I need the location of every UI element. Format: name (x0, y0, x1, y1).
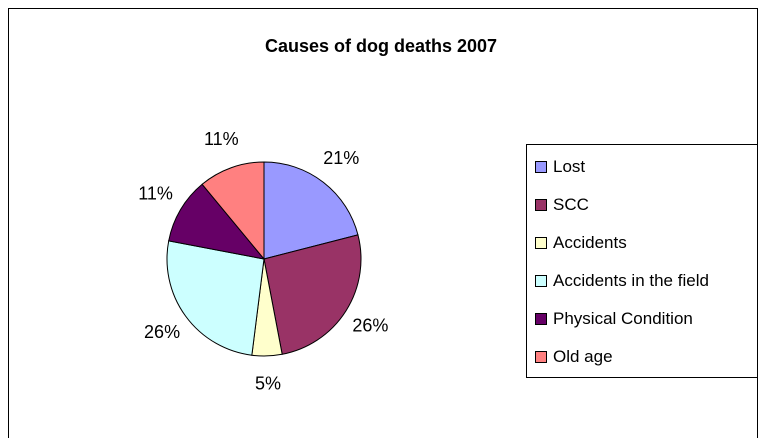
data-label-physical-condition: 11% (138, 184, 173, 204)
data-label-lost: 21% (323, 148, 359, 168)
legend-item-scc: SCC (527, 186, 757, 224)
legend-item-physical-condition: Physical Condition (527, 300, 757, 338)
legend-label-accidents: Accidents (553, 233, 627, 252)
legend-item-accidents-in-the-field: Accidents in the field (527, 262, 757, 300)
legend-label-lost: Lost (553, 157, 586, 176)
legend-label-physical-condition: Physical Condition (553, 309, 693, 328)
chart-title: Causes of dog deaths 2007 (264, 36, 498, 56)
data-label-accidents-in-the-field: 26% (144, 322, 180, 342)
legend-swatch-physical-condition (535, 313, 547, 325)
data-label-accidents: 5% (255, 374, 281, 394)
pie-slice-physical-condition (168, 183, 266, 260)
data-label-scc: 26% (352, 315, 388, 335)
legend-label-scc: SCC (553, 195, 589, 214)
legend-label-accidents-in-the-field: Accidents in the field (553, 271, 709, 290)
pie-slice-scc (263, 234, 362, 355)
legend-label-old-age: Old age (553, 347, 613, 366)
legend-swatch-accidents (535, 237, 547, 249)
legend-swatch-old-age (535, 351, 547, 363)
legend: Lost SCC Accidents Accidents in the fiel… (526, 144, 758, 378)
legend-swatch-scc (535, 199, 547, 211)
pie-slice-accidents-in-the-field (166, 240, 265, 356)
legend-item-accidents: Accidents (527, 224, 757, 262)
legend-swatch-accidents-in-the-field (535, 275, 547, 287)
data-label-old-age: 11% (204, 129, 239, 149)
pie-slice-old-age (201, 161, 265, 261)
legend-item-old-age: Old age (527, 338, 757, 376)
legend-swatch-lost (535, 161, 547, 173)
legend-item-lost: Lost (527, 148, 757, 186)
pie-slice-lost (263, 161, 359, 260)
